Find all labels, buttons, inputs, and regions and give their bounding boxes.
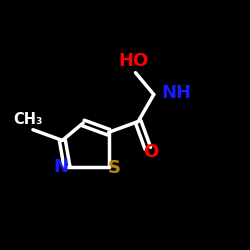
Text: HO: HO — [118, 52, 148, 70]
Text: S: S — [108, 160, 121, 178]
Text: O: O — [143, 143, 158, 161]
Text: CH₃: CH₃ — [13, 112, 43, 127]
Text: N: N — [54, 158, 68, 176]
Text: NH: NH — [162, 84, 192, 102]
